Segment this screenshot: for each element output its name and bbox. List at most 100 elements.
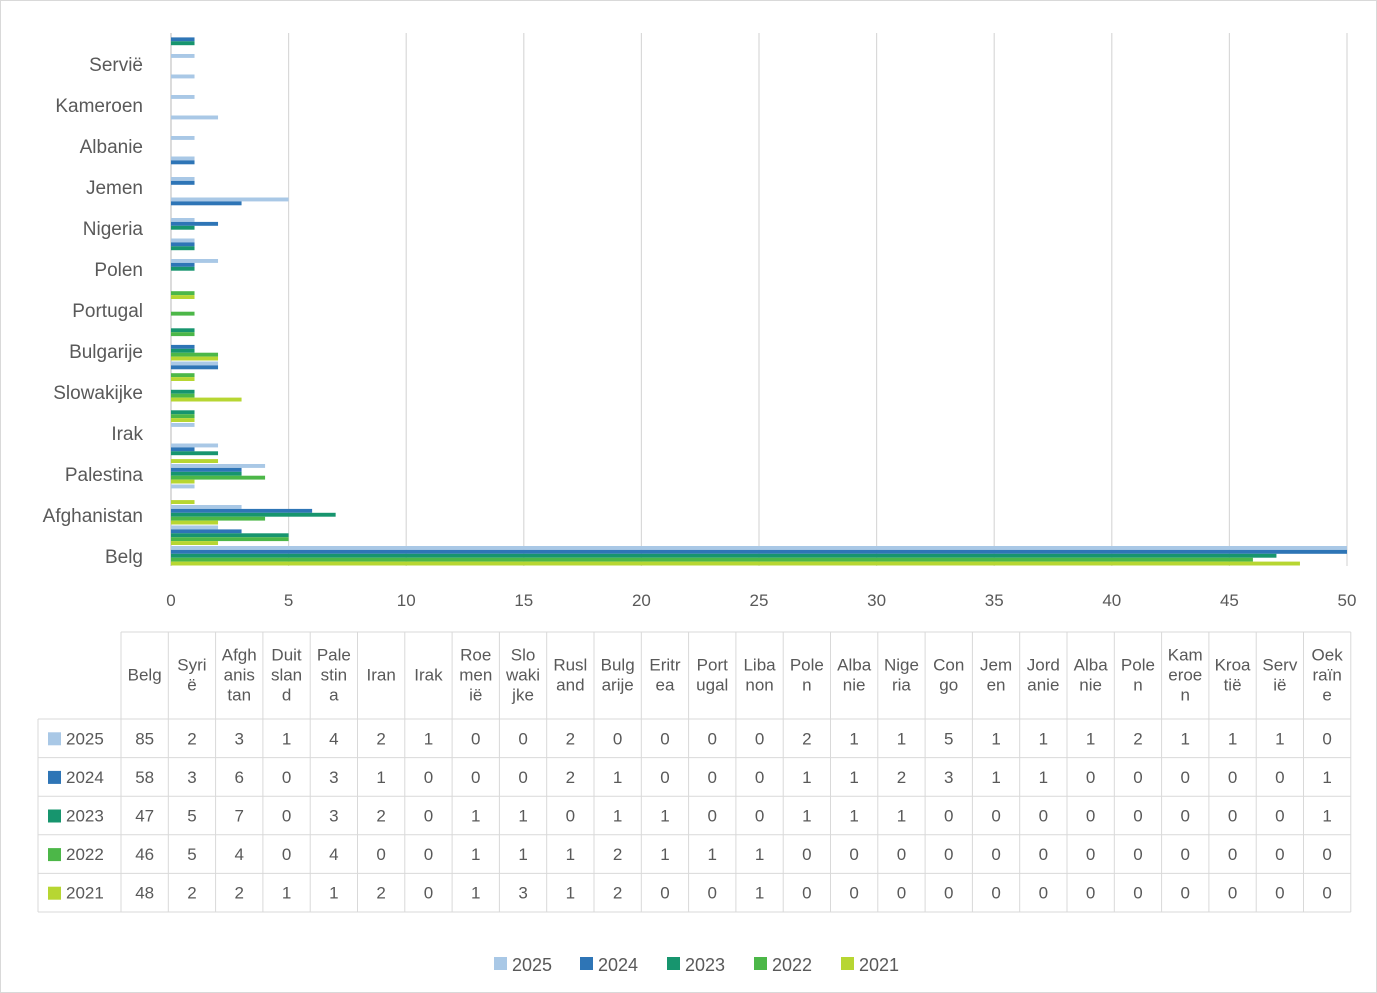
table-cell: 1 — [897, 729, 906, 748]
bar — [171, 537, 289, 542]
bar — [171, 508, 313, 513]
bar — [171, 311, 195, 316]
table-cell: 0 — [660, 729, 669, 748]
table-cell: 0 — [1181, 884, 1190, 903]
bar — [171, 37, 195, 42]
table-cell: 0 — [1275, 768, 1284, 787]
table-cell: 0 — [1181, 768, 1190, 787]
bar — [171, 115, 219, 120]
bar — [171, 201, 242, 206]
bar — [171, 443, 219, 448]
table-cell: 0 — [1228, 884, 1237, 903]
table-cell: 1 — [329, 884, 338, 903]
table-cell: 0 — [755, 807, 764, 826]
table-cell: 5 — [187, 845, 196, 864]
table-cell: 0 — [471, 729, 480, 748]
table-cell: 0 — [518, 729, 527, 748]
table-cell: 0 — [613, 729, 622, 748]
bar — [171, 221, 219, 226]
table-header: go — [939, 676, 958, 695]
table-cell: 3 — [235, 729, 244, 748]
table-cell: 0 — [1181, 845, 1190, 864]
bar — [171, 516, 266, 521]
x-tick-label: 35 — [985, 591, 1004, 610]
table-cell: 1 — [613, 768, 622, 787]
table-cell: 85 — [135, 729, 154, 748]
bar — [171, 414, 195, 419]
table-cell: 0 — [1181, 807, 1190, 826]
table-cell: 0 — [1322, 845, 1331, 864]
table-cell: 0 — [708, 768, 717, 787]
bar — [171, 95, 195, 99]
table-cell: 0 — [991, 845, 1000, 864]
x-tick-label: 45 — [1220, 591, 1239, 610]
table-cell: 5 — [944, 729, 953, 748]
legend-label: 2024 — [598, 955, 638, 975]
table-header: Serv — [1262, 656, 1297, 675]
legend-swatch — [580, 957, 593, 970]
bar — [171, 546, 1347, 550]
table-header: ria — [892, 676, 911, 695]
table-cell: 1 — [849, 768, 858, 787]
table-header: stin — [321, 666, 347, 685]
bar — [171, 54, 195, 58]
table-cell: 2 — [187, 729, 196, 748]
bar — [171, 561, 1300, 566]
bar — [171, 348, 195, 353]
table-cell: 0 — [660, 768, 669, 787]
table-cell: 0 — [1275, 807, 1284, 826]
bar — [171, 262, 195, 267]
table-cell: 0 — [1086, 768, 1095, 787]
table-cell: 2 — [802, 729, 811, 748]
table-cell: 2 — [1133, 729, 1142, 748]
table-header: n — [802, 676, 811, 695]
bar — [171, 266, 195, 271]
table-cell: 2 — [187, 884, 196, 903]
bar — [171, 389, 195, 394]
table-cell: 0 — [424, 884, 433, 903]
legend: 2025 2024 2023 2022 2021 — [494, 955, 899, 975]
table-header: Afgh — [222, 646, 257, 665]
bar — [171, 529, 242, 534]
bar — [171, 242, 195, 247]
table-cell: 0 — [566, 807, 575, 826]
legend-swatch — [667, 957, 680, 970]
table-row-label: 2023 — [66, 807, 104, 826]
table-cell: 1 — [1322, 807, 1331, 826]
table-cell: 1 — [1181, 729, 1190, 748]
bar — [171, 467, 242, 472]
table-cell: 0 — [1275, 845, 1284, 864]
table-header: Oek — [1312, 646, 1344, 665]
table-cell: 0 — [282, 768, 291, 787]
table-cell: 0 — [1133, 768, 1142, 787]
table-cell: 4 — [329, 845, 338, 864]
table-cell: 1 — [802, 768, 811, 787]
table-header: slan — [271, 666, 302, 685]
table-cell: 0 — [1039, 845, 1048, 864]
table-cell: 0 — [897, 845, 906, 864]
table-header: Bulg — [601, 656, 635, 675]
table-cell: 58 — [135, 768, 154, 787]
legend-key — [48, 732, 61, 746]
table-row-label: 2022 — [66, 845, 104, 864]
table-cell: 0 — [1322, 884, 1331, 903]
x-tick-label: 25 — [750, 591, 769, 610]
table-cell: 1 — [1086, 729, 1095, 748]
table-cell: 0 — [518, 768, 527, 787]
table-cell: 1 — [755, 884, 764, 903]
bar — [171, 74, 195, 79]
table-cell: 0 — [849, 884, 858, 903]
x-tick-label: 15 — [514, 591, 533, 610]
x-tick-label: 20 — [632, 591, 651, 610]
table-cell: 3 — [329, 807, 338, 826]
table-cell: 2 — [376, 884, 385, 903]
table-header: raïn — [1313, 666, 1342, 685]
bar — [171, 553, 1277, 558]
table-header: ugal — [696, 676, 728, 695]
legend-swatch — [494, 957, 507, 970]
table-cell: 1 — [613, 807, 622, 826]
table-cell: 1 — [660, 845, 669, 864]
bar — [171, 525, 219, 530]
table-cell: 1 — [1228, 729, 1237, 748]
legend-key — [48, 848, 61, 862]
